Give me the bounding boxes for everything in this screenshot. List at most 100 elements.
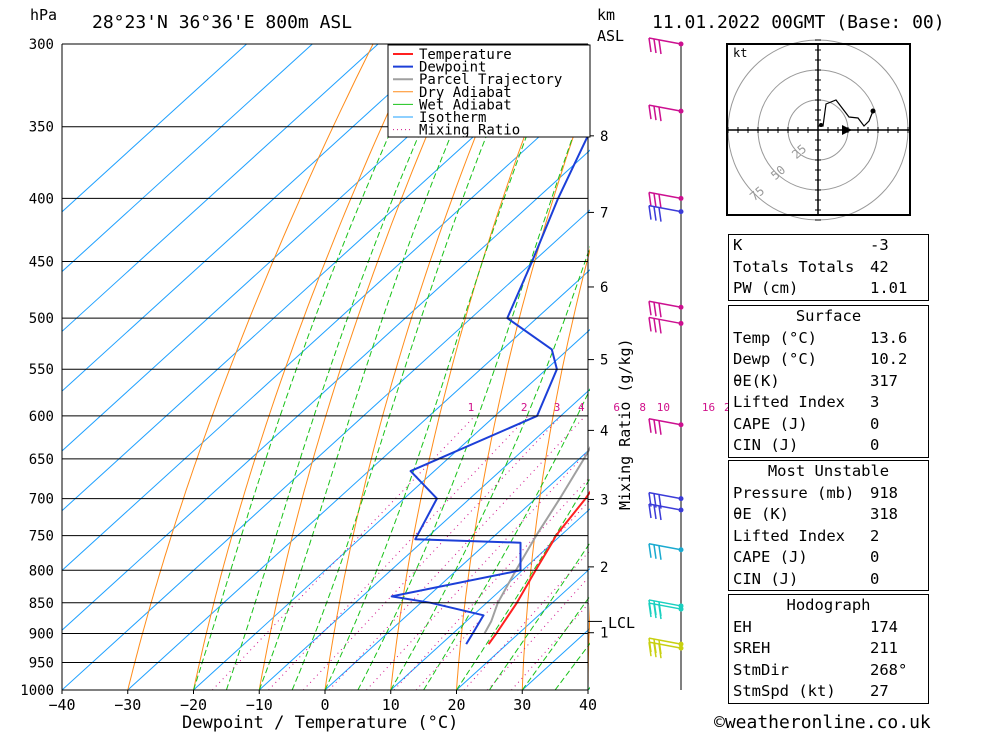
temperature-line [487, 490, 590, 645]
most-unstable-title: Most Unstable [767, 462, 890, 480]
wind-barb-feather [653, 544, 657, 559]
dry-adiabat-line [324, 44, 514, 690]
hodograph-indices-table: Hodograph EH 174 SREH 211 StmDir 268° StmSp… [728, 594, 929, 704]
mu-cape-value: 0 [870, 548, 880, 566]
pressure-tick-label: 750 [29, 529, 54, 545]
datetime-title: 11.01.2022 00GMT (Base: 00) [652, 12, 945, 33]
isotherm-line [62, 209, 590, 690]
wet-adiabat-line [193, 69, 419, 690]
wind-barb-feather [653, 38, 657, 54]
sreh-value: 211 [870, 639, 898, 657]
temperature-tick-label: −20 [180, 696, 207, 714]
mixing-ratio-axis-title: Mixing Ratio (g/kg) [616, 338, 634, 510]
surface-li-value: 3 [870, 393, 880, 411]
isotherm-line [62, 44, 576, 512]
temperature-tick-label: 20 [447, 696, 465, 714]
wind-barb-feather [648, 317, 652, 332]
surface-theta-value: 317 [870, 371, 898, 390]
wind-barb-feather [648, 192, 652, 207]
pressure-tick-label: 950 [29, 655, 54, 671]
wind-barb-feather [653, 603, 657, 619]
mixing-ratio-label: 16 [702, 401, 715, 414]
mixing-ratio-label: 4 [578, 401, 585, 414]
pressure-tick-label: 600 [29, 409, 54, 425]
wind-barb-feather [648, 105, 652, 120]
mixing-ratio-line [366, 448, 590, 690]
k-value: -3 [870, 236, 889, 254]
k-label: K [733, 236, 743, 254]
eh-label: EH [733, 617, 752, 636]
stmspd-label: StmSpd (kt) [733, 682, 836, 700]
wet-adiabat-line [258, 44, 491, 690]
isotherm-line [62, 44, 379, 333]
most-unstable-table: Most Unstable Pressure (mb) 918 θE (K) 318… [728, 460, 929, 591]
temperature-tick-label: 40 [579, 696, 597, 714]
parcel-trajectory-line [483, 446, 590, 634]
isotherm-line [193, 328, 590, 690]
stmdir-value: 268° [870, 660, 908, 679]
wind-barb-feather [658, 505, 662, 521]
surface-title: Surface [795, 307, 862, 325]
temperature-tick-label: 30 [513, 696, 531, 714]
surface-cape-value: 0 [870, 414, 880, 433]
hodo-title: Hodograph [786, 596, 871, 614]
legend-label: Dewpoint [419, 60, 486, 76]
mu-cape-label: CAPE (J) [733, 548, 808, 566]
pw-value: 1.01 [870, 279, 908, 297]
pressure-tick-label: 650 [29, 452, 54, 468]
isotherm-line [62, 44, 313, 273]
legend-label: Isotherm [419, 110, 486, 126]
copyright-text: ©weatheronline.co.uk [714, 712, 931, 733]
km-tick-label: 5 [600, 353, 608, 369]
eh-value: 174 [870, 617, 898, 636]
mixing-ratio-line [268, 415, 529, 690]
wind-barb-feather [648, 543, 652, 558]
pressure-tick-label: 450 [29, 255, 54, 271]
isotherm-line [456, 567, 590, 690]
x-axis-title: Dewpoint / Temperature (°C) [182, 713, 458, 733]
mixing-ratio-line [393, 476, 590, 690]
wind-barb-feather [658, 545, 662, 560]
wind-barb-feather [648, 602, 652, 618]
pressure-tick-label: 350 [29, 120, 54, 136]
legend-label: Parcel Trajectory [419, 72, 562, 88]
surface-theta-label: θE(K) [733, 371, 780, 390]
hodograph-start-dot [819, 123, 823, 127]
km-tick-label: 3 [600, 492, 608, 508]
pressure-tick-label: 850 [29, 596, 54, 612]
km-label: km [597, 6, 615, 24]
surface-dewp-label: Dewp (°C) [733, 350, 817, 368]
wind-barb-feather [653, 206, 657, 221]
km-tick-label: 8 [600, 129, 608, 145]
mixing-ratio-line [328, 415, 586, 690]
surface-temp-value: 13.6 [870, 328, 908, 347]
indices-table: K -3 Totals Totals 42 PW (cm) 1.01 [728, 234, 929, 301]
tt-value: 42 [870, 257, 889, 276]
pw-label: PW (cm) [733, 279, 799, 297]
surface-cape-label: CAPE (J) [733, 414, 808, 433]
legend-label: Wet Adiabat [419, 97, 512, 113]
mixing-ratio-line [511, 601, 590, 690]
temperature-tick-label: −10 [246, 696, 273, 714]
isotherm-line [62, 44, 445, 392]
wind-barb-feather [648, 205, 652, 220]
hodograph-trace [818, 99, 874, 127]
wind-barb-feather [648, 642, 652, 657]
wet-adiabat-line [357, 87, 590, 690]
hodograph-box [726, 43, 911, 216]
dry-adiabat-line [193, 44, 421, 690]
mu-li-value: 2 [870, 526, 880, 545]
isotherm-line [62, 44, 247, 213]
mu-li-label: Lifted Index [733, 526, 845, 545]
wind-barb-feather [653, 318, 657, 333]
mu-theta-label: θE (K) [733, 505, 789, 523]
mu-cin-label: CIN (J) [733, 569, 799, 588]
lcl-label: LCL [608, 614, 635, 632]
temperature-tick-label: −40 [48, 696, 75, 714]
wind-barb-feather [658, 319, 662, 334]
mu-theta-value: 318 [870, 505, 898, 523]
isotherm-line [258, 388, 590, 690]
wind-barb-feather [653, 419, 657, 434]
surface-cin-label: CIN (J) [733, 436, 799, 454]
